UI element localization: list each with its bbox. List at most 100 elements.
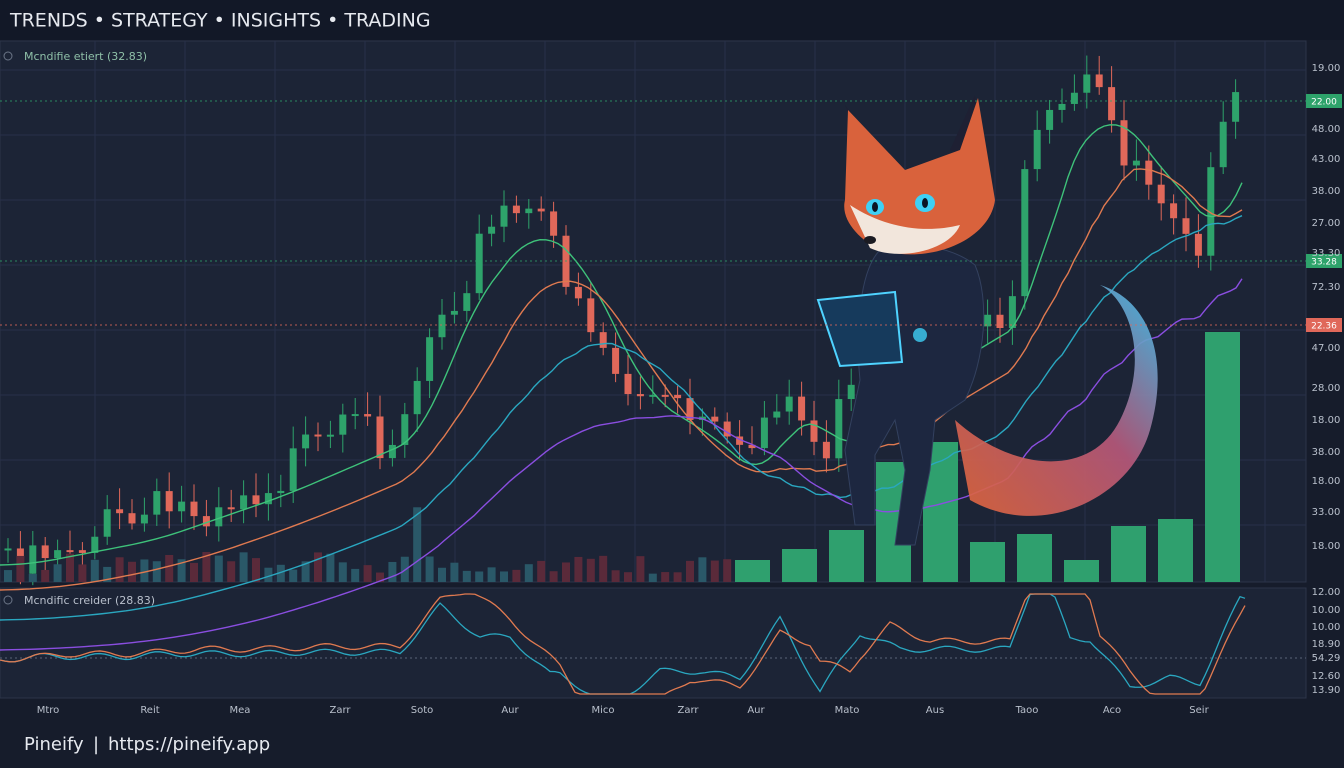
volume-bar — [376, 572, 384, 582]
price-tag-label: 33.28 — [1311, 258, 1337, 268]
candle-body — [736, 436, 744, 445]
candle-body — [66, 550, 74, 553]
candle-body — [512, 205, 520, 214]
candle-body — [54, 550, 62, 559]
footer-url: https://pineify.app — [108, 734, 270, 755]
candle-body — [1033, 129, 1041, 170]
candle-body — [1132, 160, 1140, 166]
candle-body — [674, 394, 682, 399]
volume-bar — [140, 559, 149, 582]
volume-bar — [103, 566, 112, 582]
volume-bar — [487, 567, 496, 582]
grid — [0, 41, 1306, 582]
volume-bar — [537, 560, 546, 582]
footer-separator: | — [93, 734, 99, 755]
volume-bar — [562, 562, 570, 582]
volume-bar — [735, 560, 770, 582]
candle-body — [984, 314, 992, 327]
candle-body — [178, 501, 186, 512]
main-panel — [0, 40, 1307, 583]
volume-bar — [90, 559, 99, 582]
candle-body — [711, 416, 719, 422]
volume-bar — [115, 557, 124, 582]
volume-bar — [53, 564, 62, 582]
candle-body — [153, 491, 161, 515]
volume-bar — [4, 570, 12, 582]
candle-body — [78, 550, 86, 553]
candle-body — [773, 411, 781, 418]
volume-bar — [264, 567, 273, 582]
candle-body — [41, 545, 49, 559]
volume-bar — [16, 555, 25, 582]
candle-body — [1157, 184, 1165, 204]
footer-bar — [0, 720, 1344, 768]
candle-body — [190, 501, 198, 517]
price-axis-label: 43.00 — [1312, 154, 1341, 165]
oscillator-panel — [0, 587, 1307, 699]
volume-bar — [363, 565, 372, 582]
candle-body — [760, 417, 768, 449]
candle-body — [835, 399, 843, 459]
candle-body — [525, 208, 533, 214]
candle-body — [326, 434, 334, 437]
candle-body — [364, 414, 372, 417]
moving-average — [0, 278, 1243, 651]
oscillator-line — [0, 593, 1246, 695]
candle-body — [1070, 92, 1078, 104]
candle-body — [1219, 121, 1227, 168]
volume-bar — [829, 530, 864, 582]
volume-bar — [301, 561, 310, 582]
plot — [0, 55, 1306, 695]
volume-bar — [289, 569, 298, 582]
candle-body — [574, 286, 582, 299]
candle-body — [686, 398, 694, 420]
header-title: TRENDS • STRATEGY • INSIGHTS • TRADING — [9, 10, 431, 32]
moving-average — [0, 168, 1243, 591]
candle-body — [1046, 109, 1054, 130]
candle-body — [426, 337, 434, 381]
volume-bar — [549, 571, 558, 582]
volume-bar — [214, 555, 223, 582]
volume-bar — [1158, 519, 1193, 582]
volume-bar — [438, 567, 446, 582]
price-tag-label: 22.36 — [1311, 322, 1337, 332]
candle-body — [116, 509, 124, 514]
volume-bar — [970, 542, 1005, 582]
volume-bar — [710, 560, 719, 582]
candle-body — [4, 548, 12, 551]
candle-body — [1058, 103, 1066, 110]
x-axis-label: Mea — [230, 705, 251, 716]
candle-body — [1232, 92, 1240, 122]
price-tag-label: 22.00 — [1311, 98, 1337, 108]
candle-body — [240, 495, 248, 510]
volume-bar — [524, 564, 533, 582]
x-axis-label: Soto — [411, 705, 434, 716]
volume-bar — [500, 571, 508, 582]
x-axis-label: Mato — [835, 705, 860, 716]
price-axis-label: 28.00 — [1312, 383, 1341, 394]
x-axis-label: Seir — [1189, 705, 1209, 716]
candle-body — [140, 514, 148, 524]
candle-body — [438, 314, 446, 338]
volume-bar — [128, 561, 136, 582]
price-tag — [1306, 94, 1342, 108]
x-axis-label: Aus — [926, 705, 944, 716]
candle-body — [785, 396, 793, 412]
volume-bar — [276, 564, 285, 582]
candle-body — [388, 444, 396, 459]
candle-body — [401, 414, 409, 445]
candle-body — [463, 293, 471, 311]
volume-bar — [152, 561, 161, 582]
price-axis-label: 38.00 — [1312, 186, 1341, 197]
price-axis-label: 27.00 — [1312, 218, 1341, 229]
candle-body — [1207, 167, 1215, 256]
candle-body — [1108, 87, 1116, 121]
candle-body — [1008, 296, 1016, 329]
candle-body — [1145, 160, 1153, 185]
candle-body — [649, 394, 657, 397]
candle-body — [376, 416, 384, 459]
volume-bar — [1205, 332, 1240, 582]
volume-bar — [673, 572, 682, 582]
candle-body — [1120, 120, 1128, 166]
